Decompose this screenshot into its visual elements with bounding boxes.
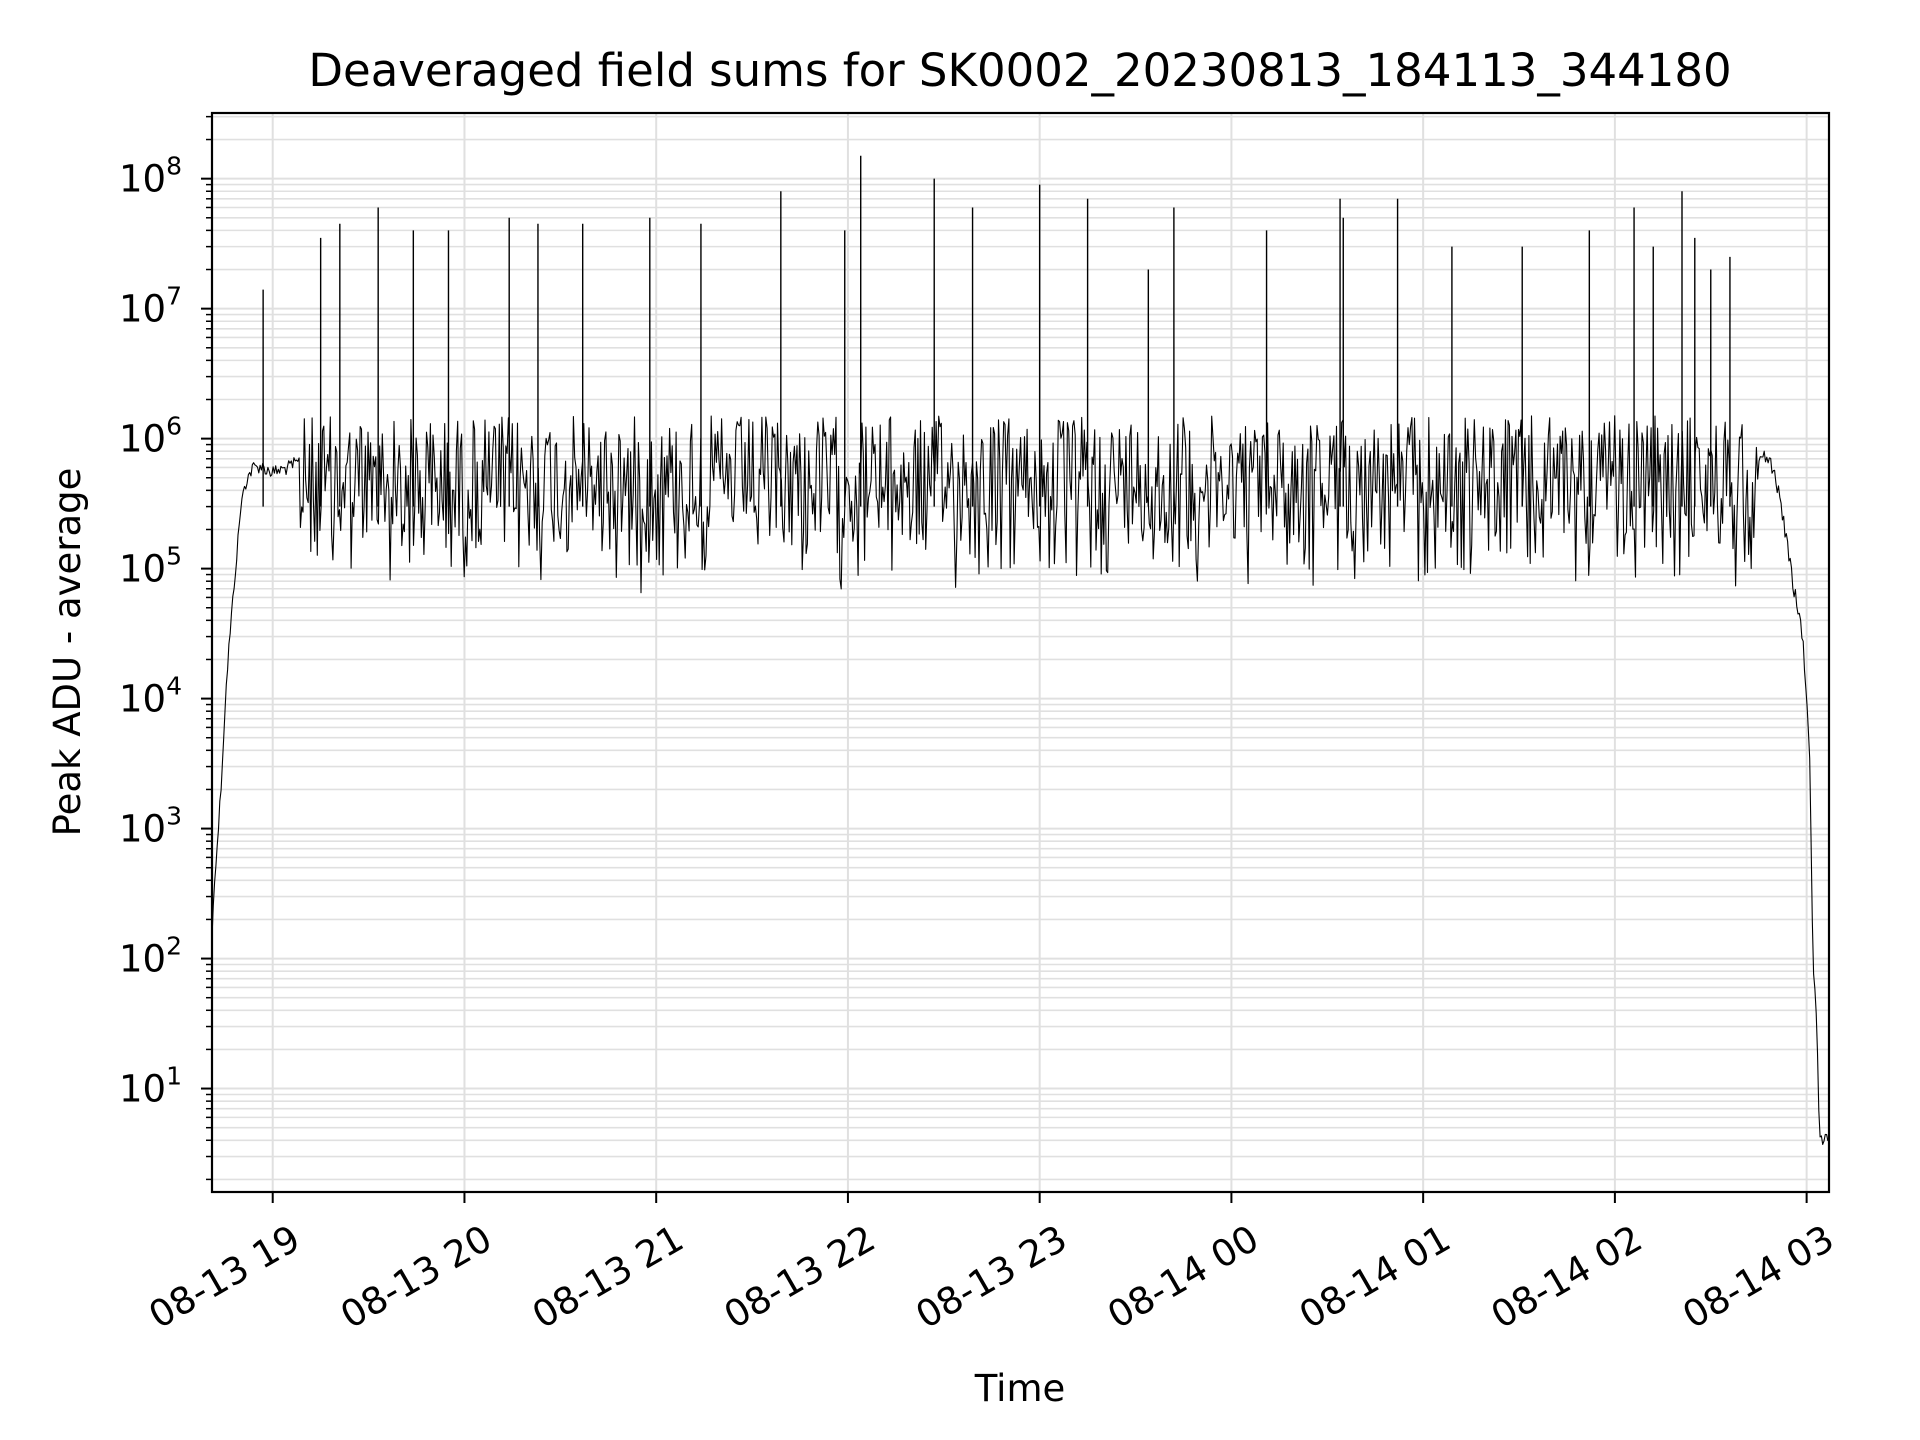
x-tick-label: 08-14 00 xyxy=(1100,1217,1266,1337)
grid xyxy=(212,113,1829,1192)
y-tick-label: 108 xyxy=(119,152,182,201)
y-tick-label: 101 xyxy=(119,1062,182,1111)
x-tick-label: 08-13 23 xyxy=(909,1217,1075,1337)
y-axis: 101 102 103 104 105 106 107 108 xyxy=(119,115,212,1181)
y-tick-label: 105 xyxy=(119,542,182,591)
chart-title: Deaveraged field sums for SK0002_2023081… xyxy=(308,44,1731,97)
x-axis: 08-13 19 08-13 20 08-13 21 08-13 22 08-13 23… xyxy=(142,1192,1841,1337)
y-axis-label: Peak ADU - average xyxy=(46,468,89,837)
x-tick-label: 08-14 01 xyxy=(1292,1217,1458,1337)
plot-frame xyxy=(210,111,1831,1194)
x-tick-label: 08-14 03 xyxy=(1676,1217,1842,1337)
x-tick-label: 08-13 22 xyxy=(717,1217,883,1337)
x-tick-label: 08-13 19 xyxy=(142,1217,308,1337)
x-tick-label: 08-13 21 xyxy=(525,1217,691,1337)
y-tick-label: 103 xyxy=(119,802,182,851)
x-axis-label: Time xyxy=(974,1367,1066,1410)
y-tick-label: 102 xyxy=(119,932,182,981)
series-line xyxy=(211,415,1829,1145)
y-tick-label: 107 xyxy=(119,282,182,331)
x-tick-label: 08-13 20 xyxy=(333,1217,499,1337)
y-tick-label: 104 xyxy=(119,672,182,721)
series-layer xyxy=(211,155,1829,1145)
y-tick-label: 106 xyxy=(119,412,182,461)
x-tick-label: 08-14 02 xyxy=(1484,1217,1650,1337)
